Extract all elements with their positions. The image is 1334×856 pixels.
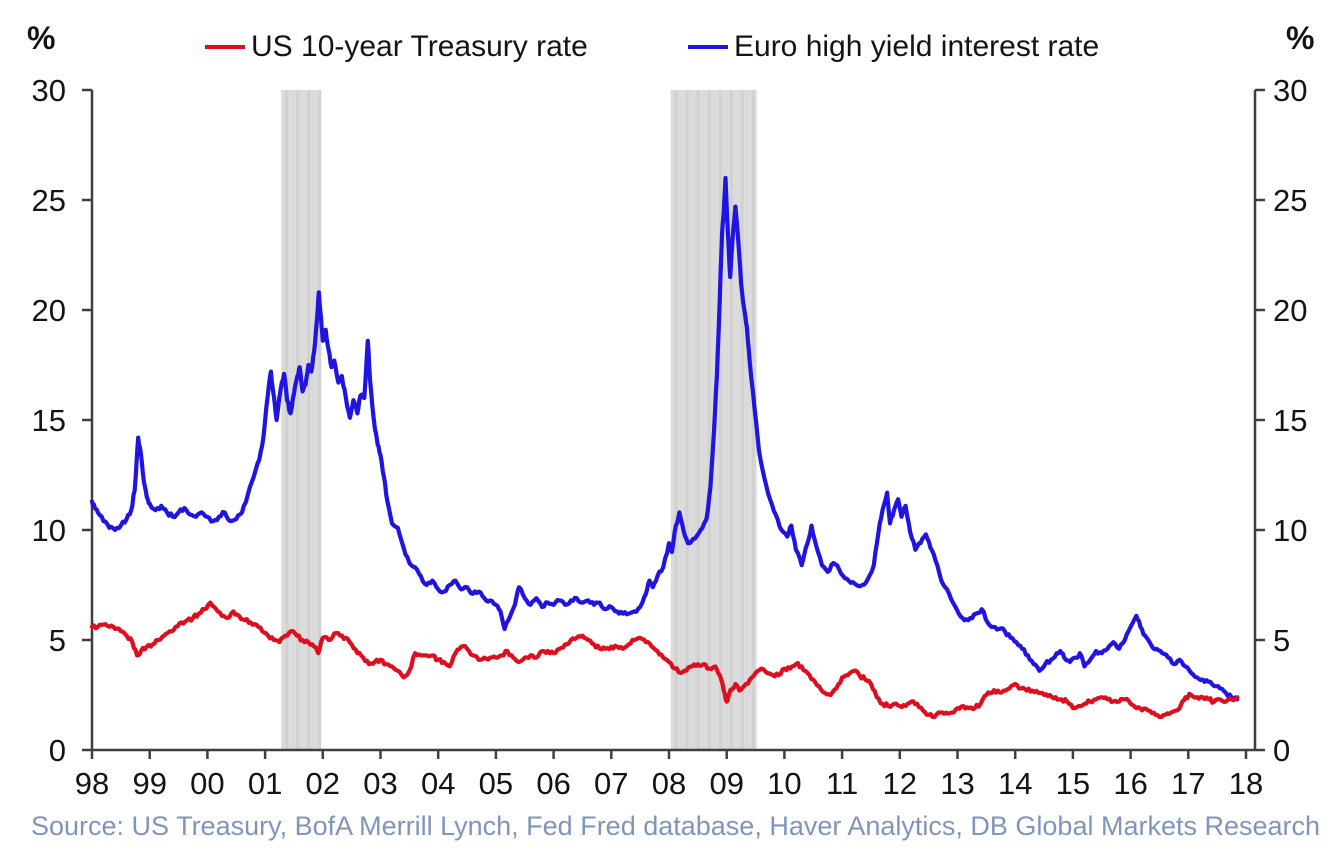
x-axis-tick-label: 17	[1171, 766, 1205, 801]
recession-band-stripe	[707, 90, 711, 750]
y-axis-tick-label-left: 30	[32, 73, 66, 108]
x-axis-tick-label: 10	[767, 766, 801, 801]
legend-swatch-red-line	[205, 45, 245, 49]
recession-band-stripe	[729, 90, 733, 750]
x-axis-tick-label: 09	[709, 766, 743, 801]
recession-band-stripe	[751, 90, 755, 750]
y-axis-tick-label-right: 30	[1273, 73, 1307, 108]
y-axis-tick-label-left: 25	[32, 183, 66, 218]
legend-item-us-10y: US 10-year Treasury rate	[205, 30, 588, 64]
x-axis-tick-label: 14	[998, 766, 1032, 801]
y-axis-unit-right: %	[1286, 20, 1315, 56]
recession-band-stripe	[285, 90, 289, 750]
x-axis-tick-label: 00	[190, 766, 224, 801]
x-axis-tick-label: 08	[652, 766, 686, 801]
x-axis-tick-label: 04	[421, 766, 455, 801]
series-line-us-10y	[89, 600, 1240, 720]
legend-swatch-blue-line	[688, 45, 728, 49]
y-axis-tick-label-right: 25	[1273, 183, 1307, 218]
x-axis-tick-label: 11	[826, 766, 858, 801]
y-axis-tick-label-right: 15	[1273, 403, 1307, 438]
legend-label-us-10y: US 10-year Treasury rate	[251, 30, 588, 63]
y-axis-tick-label-right: 10	[1273, 513, 1307, 548]
recession-band-stripe	[718, 90, 722, 750]
y-axis-tick-label-left: 20	[32, 293, 66, 328]
y-axis-tick-label-right: 20	[1273, 293, 1307, 328]
recession-band-stripe	[674, 90, 678, 750]
recession-band-stripe	[696, 90, 700, 750]
recession-band-stripe	[318, 90, 322, 750]
x-axis-tick-label: 05	[479, 766, 513, 801]
recession-band-stripe	[296, 90, 300, 750]
y-axis-tick-label-left: 5	[49, 623, 66, 658]
x-axis-tick-label: 01	[248, 766, 282, 801]
legend-label-euro-hy: Euro high yield interest rate	[734, 30, 1100, 63]
recession-band-stripe	[685, 90, 689, 750]
x-axis-tick-label: 16	[1113, 766, 1147, 801]
series-line-euro-hy	[89, 175, 1240, 702]
x-axis-tick-label: 12	[883, 766, 917, 801]
x-axis-tick-label: 15	[1056, 766, 1090, 801]
x-axis-tick-label: 98	[75, 766, 109, 801]
y-axis-tick-label-left: 15	[32, 403, 66, 438]
recession-band-stripe	[740, 90, 744, 750]
legend-item-euro-hy: Euro high yield interest rate	[688, 30, 1099, 64]
y-axis-unit-left: %	[27, 20, 56, 56]
recession-band-stripe	[307, 90, 311, 750]
legend: US 10-year Treasury rate Euro high yield…	[0, 28, 1334, 68]
x-axis-tick-label: 18	[1229, 766, 1263, 801]
y-axis-tick-label-right: 5	[1273, 623, 1290, 658]
x-axis-tick-label: 02	[306, 766, 340, 801]
x-axis-tick-label: 99	[132, 766, 166, 801]
y-axis-tick-label-right: 0	[1273, 733, 1290, 768]
x-axis-tick-label: 13	[940, 766, 974, 801]
y-axis-tick-label-left: 0	[49, 733, 66, 768]
x-axis-tick-label: 06	[536, 766, 570, 801]
x-axis-tick-label: 03	[363, 766, 397, 801]
source-note: Source: US Treasury, BofA Merrill Lynch,…	[31, 811, 1321, 841]
y-axis-tick-label-left: 10	[32, 513, 66, 548]
x-axis-tick-label: 07	[594, 766, 628, 801]
